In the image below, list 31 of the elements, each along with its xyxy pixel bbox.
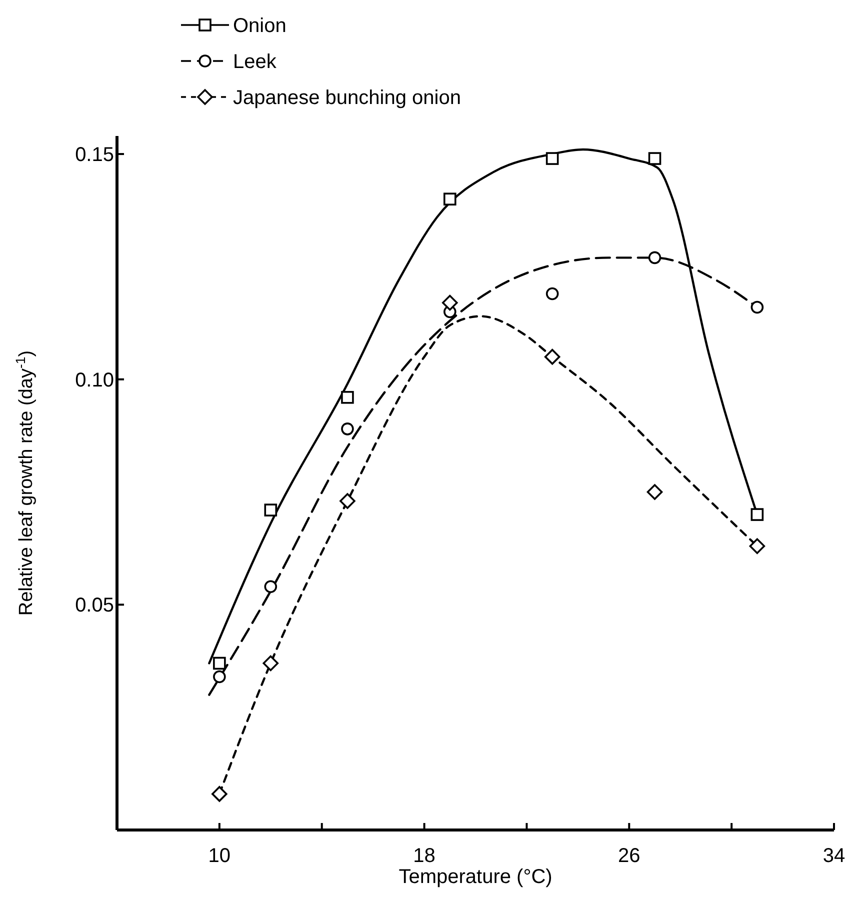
point <box>648 251 662 264</box>
y-tick-label: 0.05 <box>75 594 114 617</box>
y-tick-label: 0.10 <box>75 369 114 392</box>
point <box>213 670 226 684</box>
point <box>262 655 279 672</box>
point <box>749 538 766 554</box>
point <box>750 508 764 521</box>
legend-label: Onion <box>233 15 286 37</box>
point <box>750 300 764 314</box>
point <box>341 422 354 436</box>
legend-label: Leek <box>233 51 278 73</box>
point <box>264 580 278 594</box>
legend-label: Japanese bunching onion <box>233 87 461 109</box>
point <box>213 656 226 670</box>
x-tick-label: 34 <box>822 845 846 867</box>
point <box>340 493 356 509</box>
point <box>544 348 560 365</box>
x-axis-title: Temperature (°C) <box>398 866 552 888</box>
x-tick-label: 10 <box>208 845 231 867</box>
x-tick-label: 26 <box>618 845 640 867</box>
point <box>546 287 559 300</box>
point <box>646 484 663 500</box>
x-tick-label: 18 <box>413 845 436 867</box>
point <box>442 294 458 311</box>
point <box>341 390 354 404</box>
point <box>546 152 559 165</box>
point <box>443 192 456 206</box>
point <box>648 152 662 165</box>
point <box>212 786 228 802</box>
y-tick-label: 0.15 <box>75 144 114 166</box>
point <box>264 504 278 516</box>
